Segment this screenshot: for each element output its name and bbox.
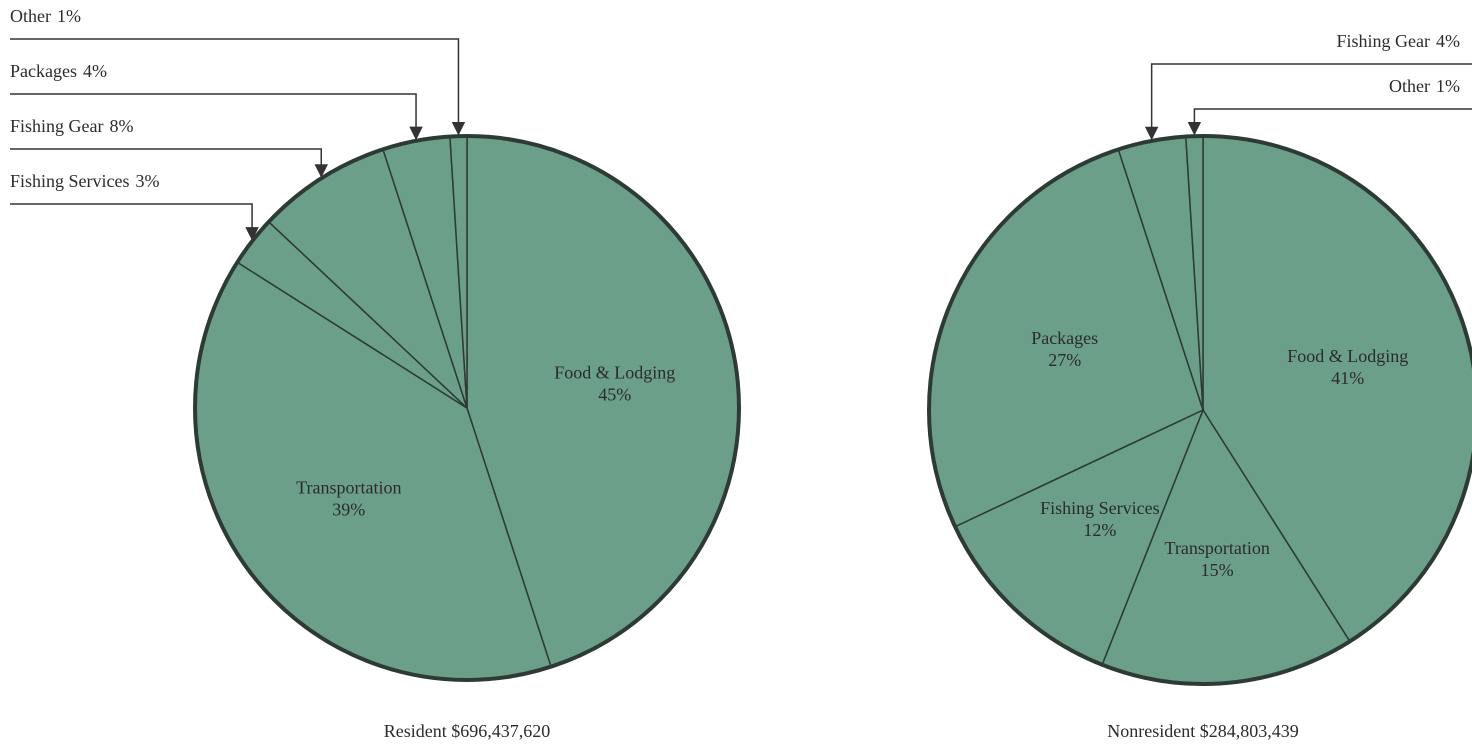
pie-outline	[927, 134, 1472, 686]
slice-label: Transportation	[296, 478, 401, 498]
callout-value: 3%	[136, 171, 160, 191]
slice-label: Food & Lodging	[554, 363, 675, 383]
slice-label: Transportation	[1165, 538, 1270, 558]
callout-name: Fishing Gear	[10, 116, 104, 136]
chart-title: Nonresident $284,803,439	[1107, 721, 1298, 741]
callout-name: Other	[1389, 76, 1430, 96]
callout-name: Other	[10, 6, 51, 26]
slice-value-label: 12%	[1083, 520, 1116, 540]
callout-value: 4%	[83, 61, 107, 81]
callout-line	[1187, 108, 1472, 136]
callout-value: 1%	[1436, 76, 1460, 96]
slice-value-label: 27%	[1048, 350, 1081, 370]
callout-name: Fishing Gear	[1337, 31, 1431, 51]
callout-line	[10, 148, 329, 178]
callout-label: Fishing Services 3%	[10, 171, 160, 191]
callout-name: Fishing Services	[10, 171, 130, 191]
callout-line	[10, 203, 259, 241]
slice-label: Food & Lodging	[1287, 346, 1408, 366]
callout-line	[10, 93, 423, 141]
slice-value-label: 41%	[1331, 368, 1364, 388]
chart-title: Resident $696,437,620	[384, 721, 551, 741]
callout-value: 1%	[57, 6, 81, 26]
callout-label: Fishing Gear 4%	[1337, 31, 1461, 51]
slice-label: Packages	[1031, 328, 1098, 348]
pie-outline	[193, 134, 741, 682]
callout-line	[10, 38, 466, 136]
callout-value: 8%	[110, 116, 134, 136]
slice-value-label: 45%	[598, 385, 631, 405]
callout-label: Packages 4%	[10, 61, 107, 81]
callout-label: Other 1%	[1389, 76, 1460, 96]
callout-line	[1144, 63, 1472, 141]
callout-name: Packages	[10, 61, 77, 81]
callout-label: Fishing Gear 8%	[10, 116, 134, 136]
callout-label: Other 1%	[10, 6, 81, 26]
slice-value-label: 39%	[332, 500, 365, 520]
slice-label: Fishing Services	[1040, 498, 1160, 518]
slice-value-label: 15%	[1201, 560, 1234, 580]
callout-value: 4%	[1436, 31, 1460, 51]
